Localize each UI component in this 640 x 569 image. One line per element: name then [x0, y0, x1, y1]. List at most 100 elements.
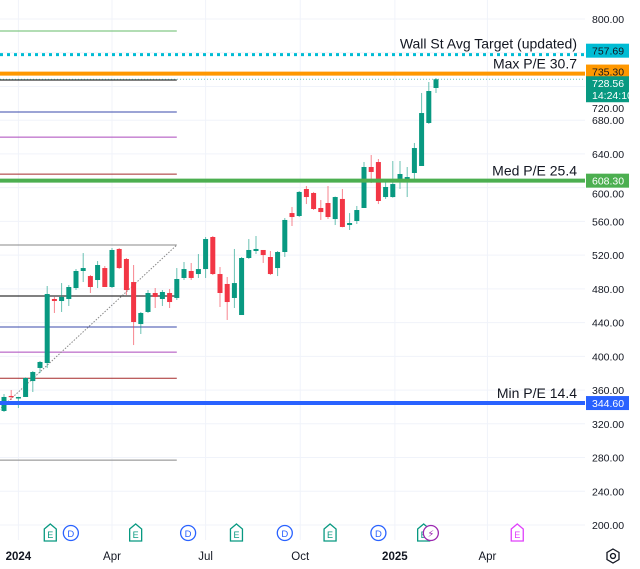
x-tick-label: Oct: [291, 551, 310, 563]
event-letter: ⚡: [428, 529, 435, 540]
y-tick-label: 280.00: [592, 453, 624, 465]
last-price-text: 728.56: [592, 78, 624, 90]
candle-body: [239, 258, 245, 316]
earnings-marker[interactable]: E: [43, 523, 57, 542]
candle-body: [23, 378, 29, 397]
x-tick-label: Apr: [103, 551, 121, 563]
split-marker[interactable]: ⚡: [422, 524, 440, 542]
event-markers[interactable]: EDEDEDEDE⚡E: [43, 523, 524, 542]
grid: [0, 0, 585, 540]
candle-body: [8, 395, 14, 398]
candle: [303, 185, 309, 205]
candle-body: [174, 278, 180, 298]
med-pe-badge-text: 608.30: [592, 176, 624, 188]
y-tick-label: 600.00: [592, 189, 624, 201]
lightning-icon[interactable]: [422, 524, 440, 542]
candle-body: [159, 291, 165, 299]
event-letter: E: [233, 530, 239, 540]
candle: [73, 269, 79, 291]
y-tick-label: 520.00: [592, 250, 624, 262]
candle-body: [80, 268, 86, 271]
earnings-marker[interactable]: E: [129, 523, 143, 542]
candle-body: [217, 274, 223, 293]
candle: [296, 191, 302, 218]
y-tick-label: 440.00: [592, 318, 624, 330]
candle: [231, 248, 237, 309]
candle-body: [188, 270, 194, 278]
candle-body: [426, 91, 432, 123]
dividend-marker[interactable]: D: [179, 524, 197, 542]
dividend-icon[interactable]: [370, 524, 387, 542]
candle: [123, 258, 129, 296]
candle: [275, 251, 281, 277]
candle-body: [30, 372, 36, 382]
event-letter: E: [327, 530, 333, 540]
candle-body: [419, 113, 425, 166]
candle: [138, 311, 144, 334]
candle: [311, 191, 317, 211]
candle: [145, 290, 151, 313]
y-tick-label: 320.00: [592, 419, 624, 431]
x-tick-label: Jul: [198, 551, 213, 563]
candle-body: [145, 292, 151, 312]
earnings-marker[interactable]: E: [510, 523, 524, 542]
candle-body: [354, 210, 360, 221]
candle: [51, 296, 57, 313]
candle: [383, 181, 389, 199]
candle-body: [73, 270, 79, 289]
dividend-icon[interactable]: [179, 524, 197, 542]
earnings-icon[interactable]: [43, 523, 57, 542]
candle: [181, 262, 187, 281]
x-tick-label: 2025: [382, 551, 408, 563]
candle-body: [267, 256, 273, 275]
dividend-marker[interactable]: D: [276, 524, 293, 542]
gear-center: [609, 552, 617, 560]
settings-button[interactable]: [606, 548, 620, 564]
candle: [397, 161, 403, 190]
dividend-icon[interactable]: [276, 524, 293, 542]
earnings-icon[interactable]: [510, 523, 524, 542]
earnings-marker[interactable]: E: [323, 523, 337, 542]
candle: [66, 284, 72, 306]
gear-icon[interactable]: [606, 548, 620, 564]
candle-body: [246, 249, 252, 259]
time-axis[interactable]: 2024 Apr Jul Oct 2025 Apr: [6, 551, 497, 563]
dividend-marker[interactable]: D: [370, 524, 387, 542]
level-label: Wall St Avg Target (updated): [400, 36, 577, 52]
event-letter: E: [514, 530, 520, 540]
candle-body: [339, 198, 345, 227]
event-letter: D: [67, 529, 74, 540]
dividend-icon[interactable]: [62, 524, 80, 542]
event-letter: E: [133, 530, 139, 540]
earnings-marker[interactable]: E: [229, 523, 244, 542]
candle: [44, 285, 50, 368]
candle: [23, 377, 29, 397]
candle: [267, 251, 273, 276]
candle-body: [95, 265, 101, 281]
candle: [282, 218, 288, 257]
max-pe-badge-text: 735.30: [592, 67, 624, 79]
x-tick-label: Apr: [478, 551, 496, 563]
candle-body: [167, 292, 173, 303]
trendline[interactable]: [0, 244, 178, 412]
candle-body: [138, 312, 144, 325]
candle-body: [59, 296, 65, 302]
candle: [80, 253, 86, 283]
candle: [354, 205, 360, 225]
candle-body: [203, 239, 209, 270]
candle: [289, 206, 295, 227]
price-levels[interactable]: Wall St Avg Target (updated) Max P/E 30.7…: [0, 36, 585, 406]
candle: [59, 283, 65, 312]
candle: [339, 189, 345, 228]
candle: [368, 155, 374, 184]
earnings-icon[interactable]: [323, 523, 337, 542]
earnings-icon[interactable]: [129, 523, 143, 542]
y-tick-label: 640.00: [592, 149, 624, 161]
candle: [419, 92, 425, 166]
candle-body: [66, 287, 72, 299]
dividend-marker[interactable]: D: [62, 524, 80, 542]
earnings-icon[interactable]: [229, 523, 244, 542]
